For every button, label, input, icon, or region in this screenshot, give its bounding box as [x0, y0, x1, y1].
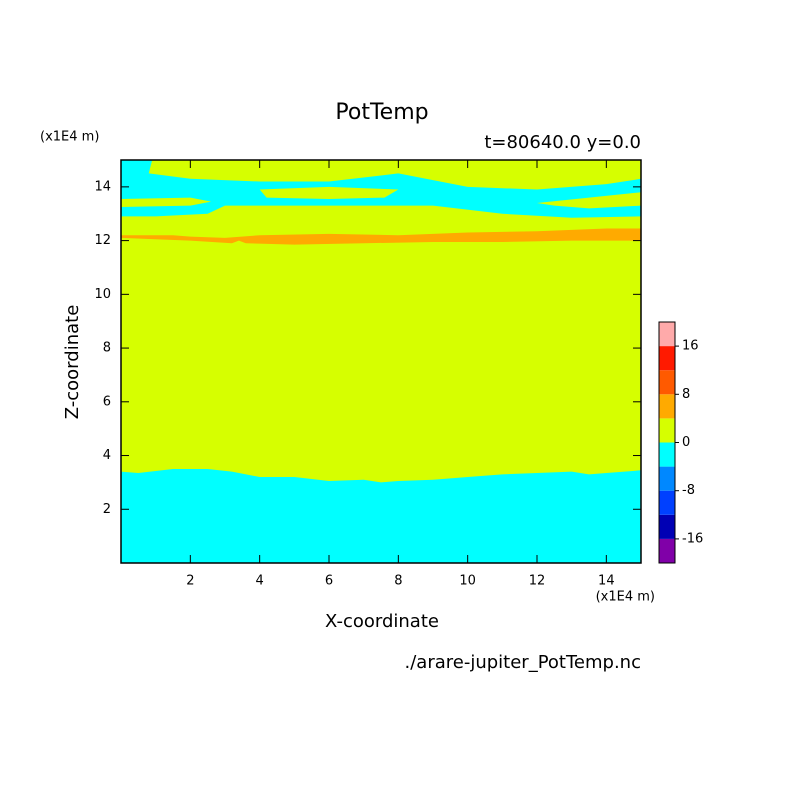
colorbar-band — [659, 490, 675, 515]
x-tick-label: 6 — [325, 574, 333, 589]
colorbar-band — [659, 394, 675, 419]
colorbar-tick-label: -16 — [682, 531, 703, 546]
y-axis-label: Z-coordinate — [62, 305, 83, 420]
contour-region — [121, 228, 641, 245]
y-tick-label: 6 — [103, 394, 111, 409]
y-tick-label: 14 — [94, 179, 111, 194]
colorbar-tick-label: 0 — [682, 435, 690, 450]
x-tick-label: 8 — [394, 574, 402, 589]
colorbar-band — [659, 466, 675, 491]
y-tick-label: 10 — [94, 287, 111, 302]
contour-region — [121, 160, 641, 563]
y-tick-label: 4 — [103, 448, 111, 463]
contour-region — [121, 468, 641, 563]
plot-frame — [120, 159, 642, 564]
colorbar-band — [659, 418, 675, 443]
y-tick-label: 12 — [94, 233, 111, 248]
footer: ./arare-jupiter_PotTemp.nc — [405, 652, 641, 673]
x-tick-label: 12 — [529, 574, 546, 589]
colorbar-tick-label: -8 — [682, 483, 695, 498]
chart-title: PotTemp — [335, 100, 428, 125]
colorbar-band — [659, 346, 675, 371]
x-tick-label: 4 — [256, 574, 264, 589]
x-axis-label: X-coordinate — [325, 611, 439, 632]
x-tick-label: 2 — [186, 574, 194, 589]
contour-region — [259, 186, 399, 199]
x-tick-label: 14 — [598, 574, 615, 589]
x-tick-label: 10 — [459, 574, 476, 589]
colorbar-tick-label: 16 — [682, 339, 699, 354]
subtitle: t=80640.0 y=0.0 — [484, 132, 641, 153]
colorbar-band — [659, 322, 675, 347]
y-unit: (x1E4 m) — [40, 130, 99, 145]
colorbar-band — [659, 514, 675, 539]
contour-region — [121, 197, 212, 208]
contour-region — [537, 192, 641, 209]
y-tick-label: 2 — [103, 502, 111, 517]
colorbar-band — [659, 538, 675, 563]
plot-area — [121, 160, 641, 563]
colorbar-band — [659, 442, 675, 467]
y-tick-label: 8 — [103, 341, 111, 356]
colorbar-band — [659, 370, 675, 395]
colorbar-tick-label: 8 — [682, 387, 690, 402]
x-unit: (x1E4 m) — [596, 590, 655, 605]
